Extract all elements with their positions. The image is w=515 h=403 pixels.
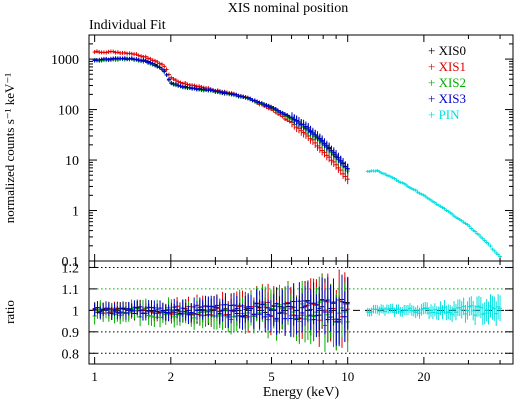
x-axis: 1 2 5 10 20 (91, 369, 430, 384)
x-tick-label: 2 (168, 369, 175, 384)
ratio-panel: 0.8 0.9 1 1.1 1.2 ratio (2, 260, 514, 365)
y-tick-label: 1.2 (62, 261, 80, 276)
legend: + XIS0+ XIS1+ XIS2+ XIS3+ PIN (428, 43, 466, 122)
legend-entry: + XIS0 (428, 43, 466, 58)
y-tick-label: 10 (65, 154, 79, 169)
y-tick-label: 1000 (51, 53, 79, 68)
x-axis-label: Energy (keV) (263, 385, 340, 400)
spectrum-y-axis-label: normalized counts s⁻¹ keV⁻¹ (2, 73, 17, 224)
legend-entry: + PIN (428, 107, 460, 122)
y-tick-label: 0.1 (62, 255, 80, 270)
chart-title: XIS nominal position (228, 1, 349, 16)
chart-subtitle: Individual Fit (89, 18, 166, 33)
x-tick-label: 20 (417, 369, 430, 384)
y-tick-label: 1 (72, 205, 79, 220)
series-xis0 (92, 56, 350, 175)
ratio-data (92, 269, 503, 352)
spectrum-data (92, 49, 503, 259)
ratio-y-axis-label: ratio (2, 300, 17, 324)
legend-entry: + XIS1 (428, 59, 466, 74)
y-tick-label: 0.8 (62, 347, 80, 362)
legend-entry: + XIS2 (428, 75, 466, 90)
spectrum-panel: 0.1 1 10 100 1000 + XIS0+ XIS1+ XIS2+ XIS3+ … (2, 34, 514, 270)
series-pin (365, 168, 503, 259)
ratio-ticks: 0.8 0.9 1 1.1 1.2 (62, 261, 513, 364)
ratio-series-pin (365, 294, 503, 326)
y-tick-label: 0.9 (62, 326, 80, 341)
x-tick-label: 1 (91, 369, 98, 384)
spectrum-ticks: 0.1 1 10 100 1000 (51, 34, 513, 270)
legend-entry: + XIS3 (428, 91, 466, 106)
series-xis1 (92, 49, 350, 185)
x-tick-label: 10 (341, 369, 354, 384)
y-tick-label: 100 (58, 104, 79, 119)
series-xis3 (92, 56, 350, 174)
ratio-reference-lines (89, 266, 513, 354)
series-xis2 (92, 56, 350, 177)
x-tick-label: 5 (268, 369, 275, 384)
y-tick-label: 1.1 (62, 283, 80, 298)
ratio-series-xis3 (92, 274, 350, 347)
y-tick-label: 1 (72, 304, 79, 319)
ratio-plot-frame (88, 260, 514, 365)
